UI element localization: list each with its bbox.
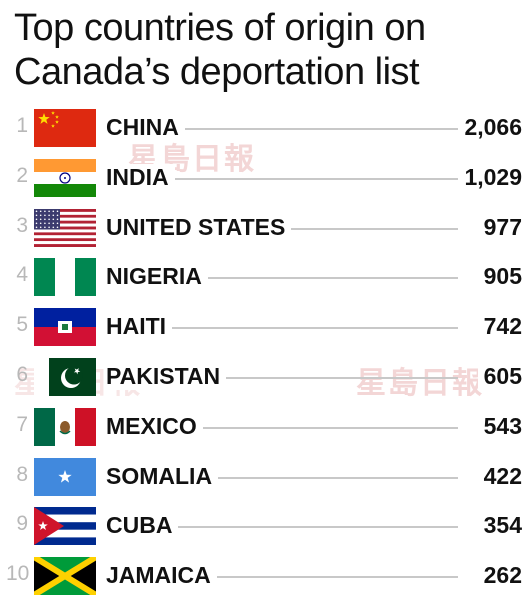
leader-line — [110, 526, 458, 529]
rank-number: 10 — [6, 562, 30, 586]
india-flag-icon — [34, 158, 96, 197]
rank-number: 2 — [16, 163, 28, 187]
rank-number: 4 — [16, 263, 28, 287]
leader-line — [110, 128, 458, 130]
ranking-row: 3 UNITED STATES 977 — [0, 208, 532, 248]
usa-flag-icon — [34, 208, 96, 247]
value-label: 543 — [477, 412, 522, 440]
ranking-row: 8 SOMALIA 422 — [0, 457, 532, 497]
leader-line — [110, 277, 458, 280]
country-label: MEXICO — [106, 412, 203, 440]
value-label: 905 — [477, 263, 522, 291]
rank-number: 3 — [16, 213, 28, 237]
ranking-row: 1 CHINA 2,066 — [0, 108, 532, 148]
ranking-row: 5 HAITI 742 — [0, 307, 532, 347]
rank-number: 8 — [16, 462, 28, 486]
value-label: 262 — [477, 562, 522, 590]
country-label: SOMALIA — [106, 462, 219, 490]
rank-number: 9 — [16, 512, 28, 536]
value-label: 354 — [477, 512, 522, 540]
title-line-2: Canada’s deportation list — [14, 51, 420, 93]
mexico-flag-icon — [34, 407, 96, 446]
nigeria-flag-icon — [34, 258, 96, 297]
ranking-row: 7 MEXICO 543 — [0, 407, 532, 447]
value-label: 742 — [477, 313, 522, 341]
rank-number: 5 — [16, 313, 28, 337]
value-label: 1,029 — [458, 163, 522, 191]
value-label: 422 — [477, 462, 522, 490]
leader-line — [110, 426, 458, 429]
pakistan-flag-icon — [34, 358, 96, 396]
value-label: 605 — [477, 363, 522, 390]
chart-title: Top countries of origin on Canada’s depo… — [14, 6, 524, 94]
ranking-row: 4 NIGERIA 905 — [0, 257, 532, 297]
country-label: HAITI — [106, 313, 173, 341]
somalia-flag-icon — [34, 457, 96, 496]
haiti-flag-icon — [34, 308, 96, 347]
leader-line — [110, 377, 458, 379]
country-label: CUBA — [106, 512, 179, 540]
value-label: 977 — [477, 213, 522, 241]
jamaica-flag-icon — [34, 557, 96, 596]
ranking-row: 2 INDIA 1,029 — [0, 158, 532, 198]
country-label: PAKISTAN — [106, 363, 227, 390]
ranking-row: 10 JAMAICA 262 — [0, 556, 532, 596]
cuba-flag-icon — [34, 507, 96, 546]
country-label: JAMAICA — [106, 562, 217, 590]
leader-line — [110, 576, 458, 579]
china-flag-icon — [34, 109, 96, 147]
value-label: 2,066 — [458, 114, 522, 141]
leader-line — [110, 327, 458, 330]
ranking-row: 6 PAKISTAN 605 — [0, 357, 532, 397]
country-label: UNITED STATES — [106, 213, 292, 241]
country-label: INDIA — [106, 163, 175, 191]
rank-number: 1 — [16, 114, 28, 137]
rank-number: 6 — [16, 363, 28, 386]
leader-line — [110, 476, 458, 479]
title-line-1: Top countries of origin on — [14, 7, 426, 49]
country-label: CHINA — [106, 114, 185, 141]
country-label: NIGERIA — [106, 263, 208, 291]
rank-number: 7 — [16, 412, 28, 436]
leader-line — [110, 177, 458, 180]
ranking-row: 9 CUBA 354 — [0, 506, 532, 546]
